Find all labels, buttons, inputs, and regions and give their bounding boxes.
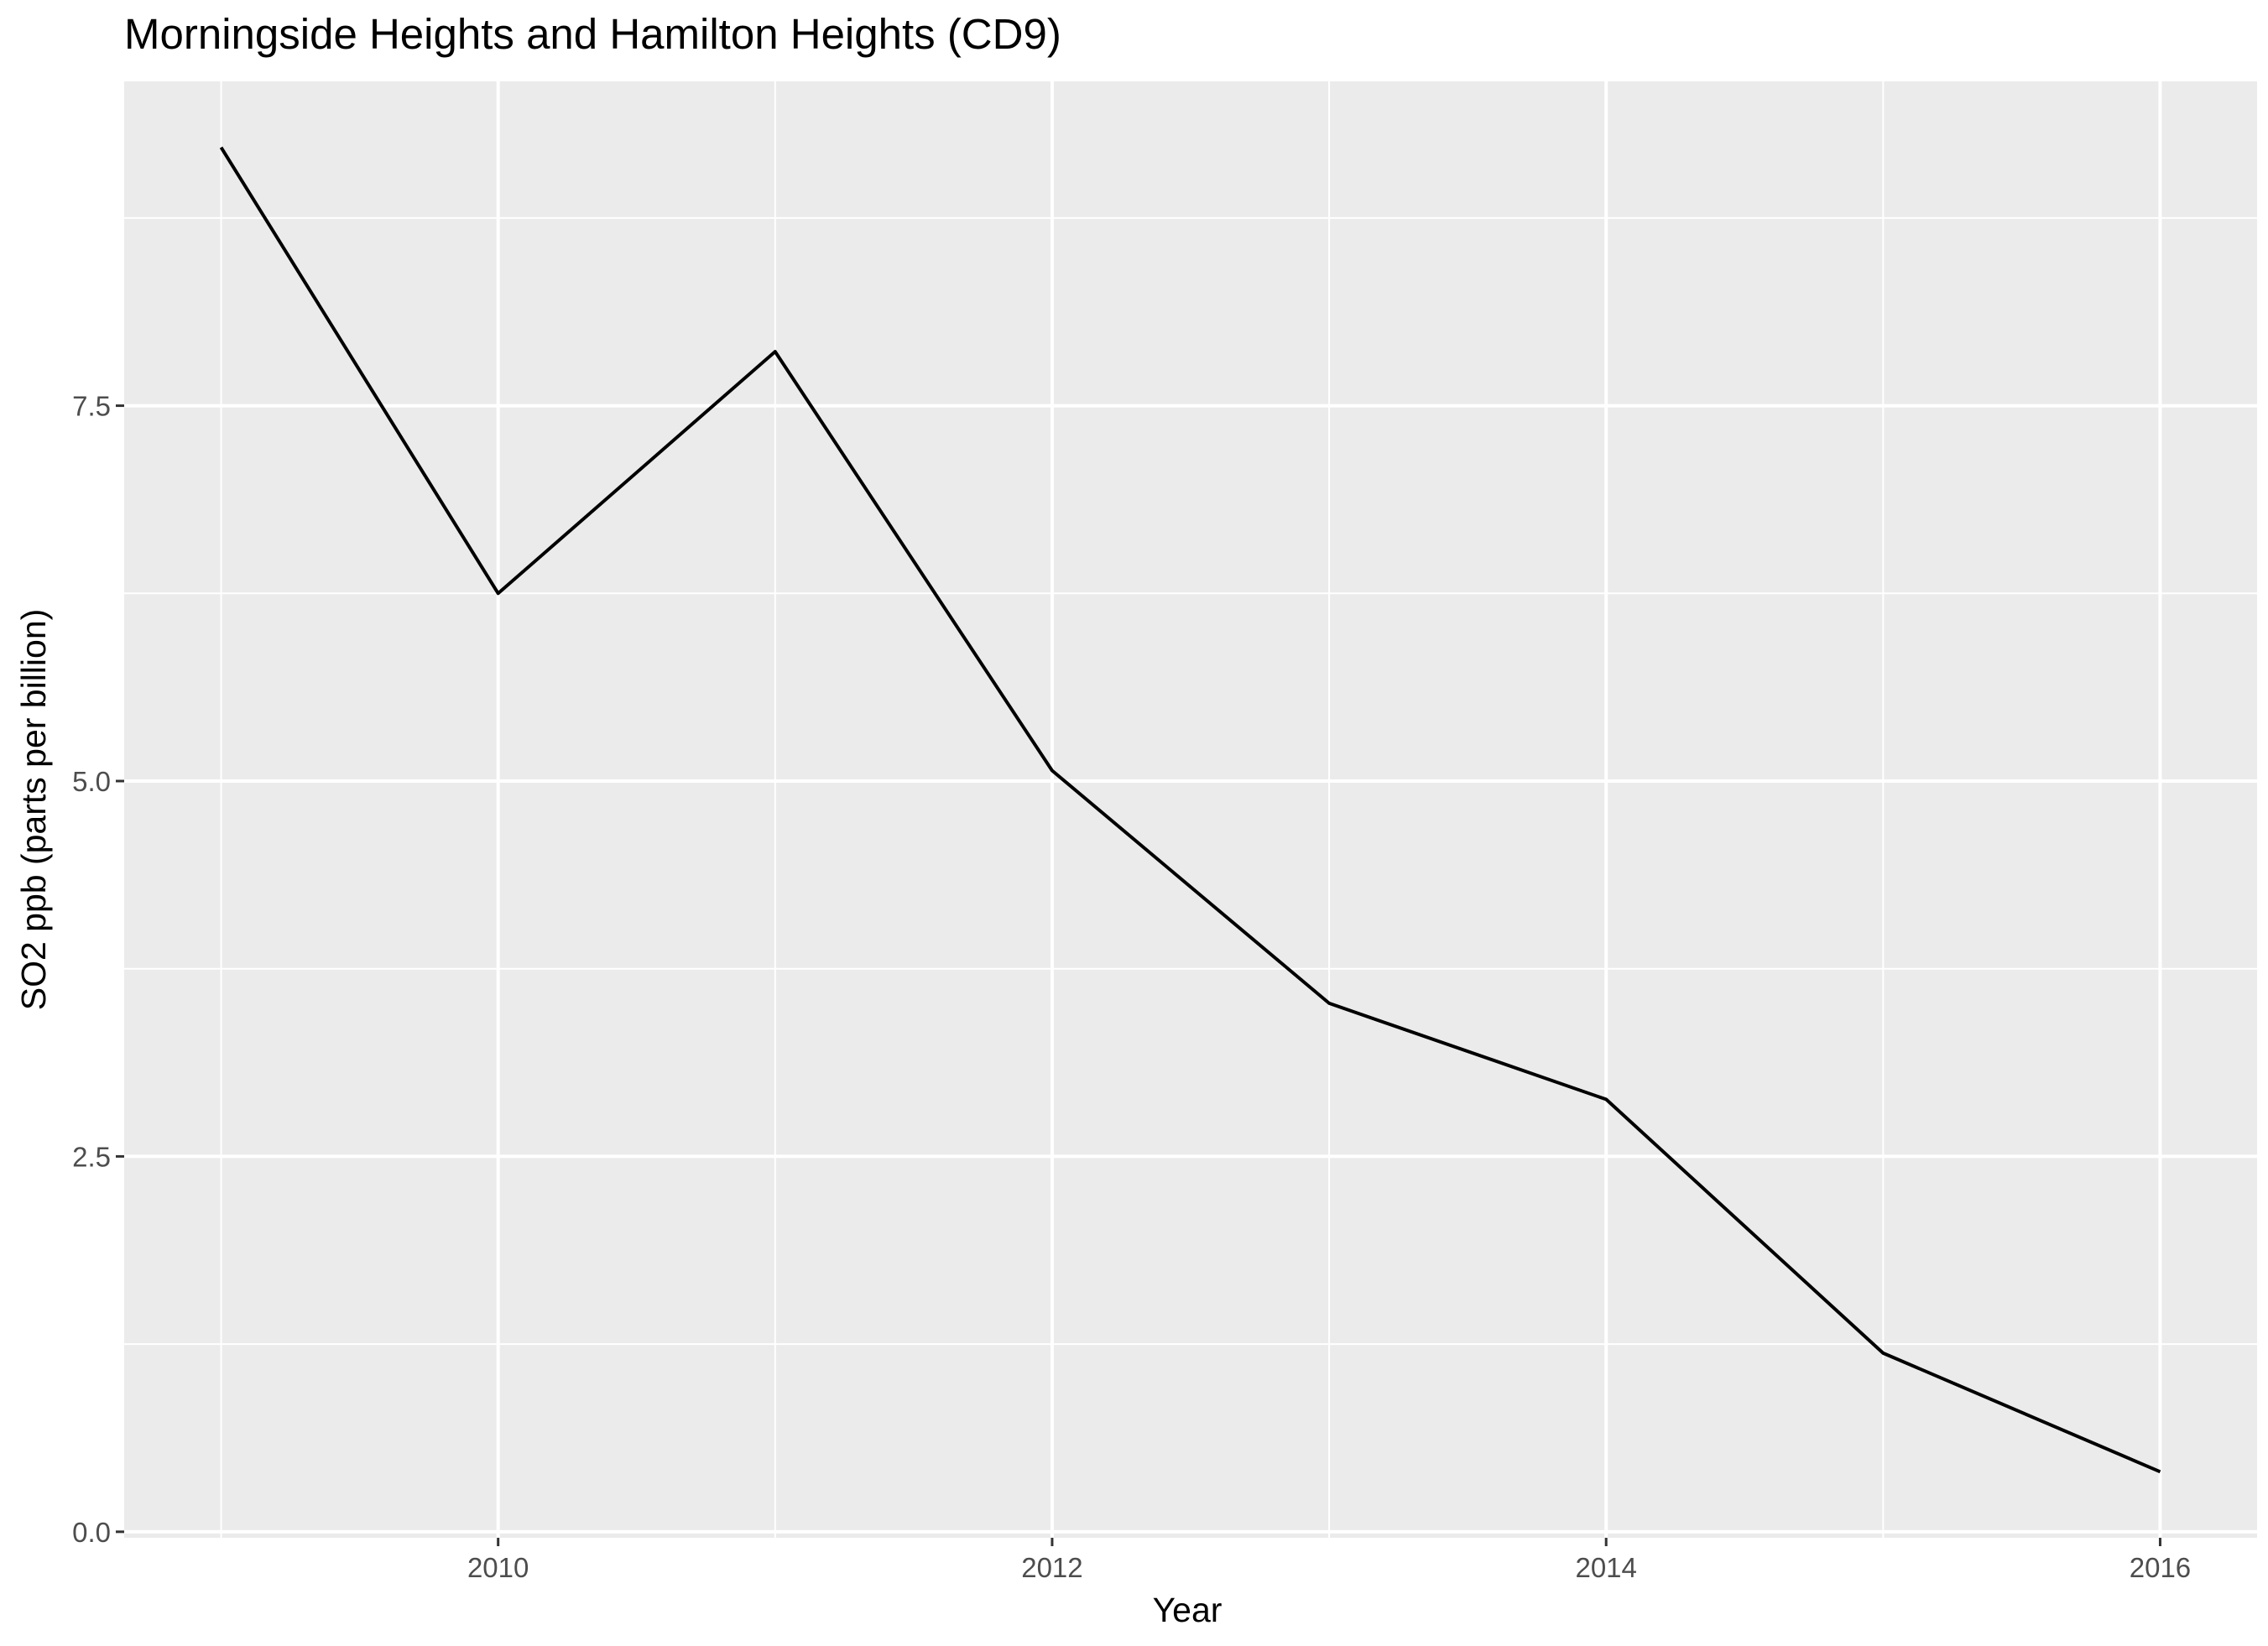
y-tick-label: 0.0: [72, 1517, 111, 1548]
x-tick-label: 2016: [2130, 1552, 2191, 1583]
series-line: [219, 146, 2161, 1474]
y-tick-label: 7.5: [72, 391, 111, 422]
chart-title: Morningside Heights and Hamilton Heights…: [124, 10, 1061, 58]
x-tick-label: 2014: [1575, 1552, 1636, 1583]
minor-gridlines: [124, 81, 2257, 1538]
y-tick-label: 5.0: [72, 766, 111, 797]
x-axis: 2010 2012 2014 2016: [467, 1538, 2191, 1583]
y-tick-label: 2.5: [72, 1141, 111, 1172]
series-layer: [219, 146, 2161, 1474]
plot-panel: [124, 81, 2257, 1538]
x-tick-label: 2010: [467, 1552, 529, 1583]
major-gridlines: [124, 81, 2257, 1538]
y-axis-title: SO2 ppb (parts per billion): [14, 609, 53, 1011]
y-axis: 0.0 2.5 5.0 7.5: [72, 391, 124, 1548]
x-tick-label: 2012: [1021, 1552, 1082, 1583]
x-axis-title: Year: [1153, 1591, 1223, 1629]
